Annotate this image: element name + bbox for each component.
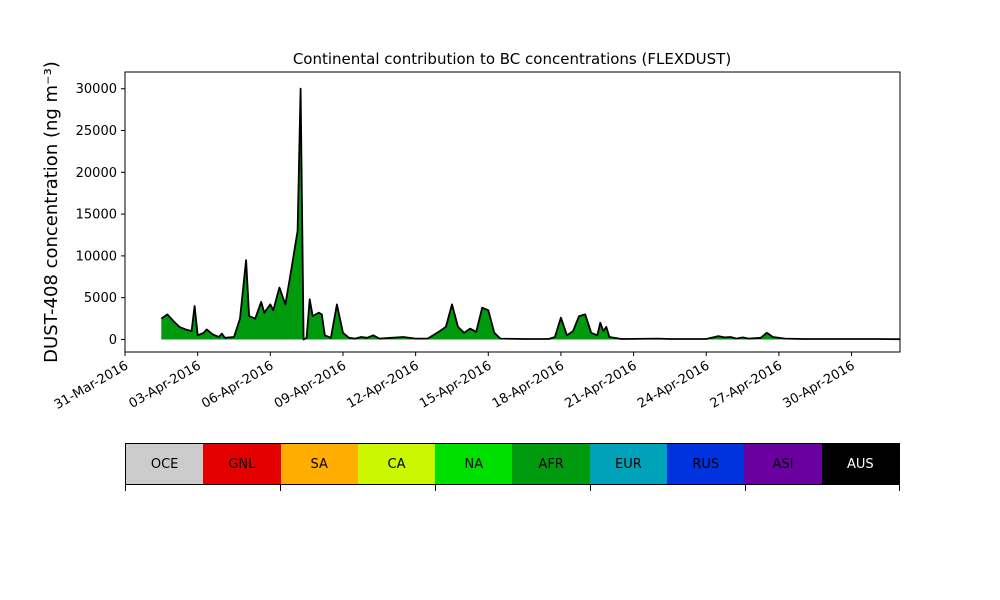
x-tick-label: 15-Apr-2016 (417, 358, 494, 411)
y-axis-label: DUST-408 concentration (ng m⁻³) (41, 61, 62, 363)
chart-title: Continental contribution to BC concentra… (293, 50, 731, 68)
plot-area (124, 71, 901, 353)
x-tick-label: 30-Apr-2016 (780, 358, 857, 411)
legend-item-ca: CA (357, 444, 436, 484)
x-tick-label: 03-Apr-2016 (127, 358, 204, 411)
legend-ticks (125, 485, 900, 491)
legend-item-oce: OCE (126, 444, 204, 484)
x-tick-label: 27-Apr-2016 (708, 358, 785, 411)
legend-item-na: NA (435, 444, 513, 484)
legend-tick-mark (745, 485, 746, 491)
x-tick-label: 18-Apr-2016 (490, 358, 567, 411)
y-axis: 0 5000 10000 15000 20000 25000 30000 (76, 82, 125, 348)
x-tick-label: 31-Mar-2016 (52, 358, 131, 412)
x-tick-label: 09-Apr-2016 (272, 358, 349, 411)
series-area-afr (161, 88, 901, 340)
y-tick-label: 5000 (84, 291, 117, 306)
legend-item-eur: EUR (589, 444, 668, 484)
legend-item-afr: AFR (512, 444, 590, 484)
legend-item-gnl: GNL (203, 444, 281, 484)
y-tick-label: 25000 (76, 124, 117, 139)
region-color-legend: OCE GNL SA CA NA AFR EUR RUS ASI AUS (125, 443, 900, 485)
y-tick-label: 10000 (76, 249, 117, 264)
x-tick-label: 12-Apr-2016 (345, 358, 422, 411)
y-tick-label: 30000 (76, 82, 117, 97)
plot-frame (124, 71, 901, 353)
y-tick-label: 15000 (76, 208, 117, 223)
legend-tick-mark (435, 485, 436, 491)
legend-tick-mark (125, 485, 126, 491)
x-axis: 31-Mar-201603-Apr-201606-Apr-201609-Apr-… (52, 352, 858, 413)
x-tick-label: 24-Apr-2016 (635, 358, 712, 411)
x-tick-label: 21-Apr-2016 (562, 358, 639, 411)
legend-tick-mark (590, 485, 591, 491)
legend-item-aus: AUS (821, 444, 899, 484)
legend-item-sa: SA (280, 444, 358, 484)
y-tick-label: 0 (109, 333, 117, 348)
legend-tick-mark (899, 485, 900, 491)
x-tick-label: 06-Apr-2016 (199, 358, 276, 411)
legend-tick-mark (280, 485, 281, 491)
legend-item-asi: ASI (744, 444, 822, 484)
y-tick-label: 20000 (76, 166, 117, 181)
legend-item-rus: RUS (667, 444, 745, 484)
series-outline-afr (160, 87, 901, 341)
